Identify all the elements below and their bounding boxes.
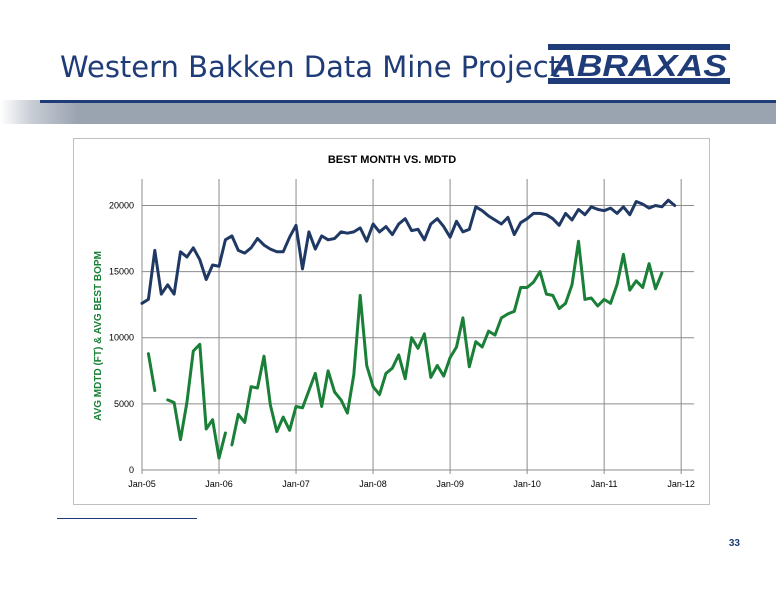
y-tick-label: 20000: [109, 200, 134, 210]
page-number: 33: [728, 538, 740, 549]
series-line-mdtd: [140, 198, 677, 305]
logo-text: ABRAXAS: [550, 48, 728, 83]
x-tick-label: Jan-06: [205, 479, 233, 489]
series-line-bopm: [166, 342, 227, 460]
x-tick-label: Jan-12: [667, 479, 695, 489]
series-line-bopm: [230, 239, 664, 447]
x-tick-label: Jan-07: [282, 479, 310, 489]
x-tick-label: Jan-10: [513, 479, 541, 489]
slide-title: Western Bakken Data Mine Project: [60, 50, 561, 84]
x-tick-label: Jan-05: [128, 479, 156, 489]
x-tick-label: Jan-11: [591, 479, 618, 489]
x-tick-label: Jan-09: [436, 479, 464, 489]
y-tick-label: 0: [129, 465, 134, 475]
grid: [141, 179, 694, 471]
y-axis-label: AVG MDTD (FT) & AVG BEST BOPM: [93, 251, 104, 421]
x-tick-label: Jan-08: [359, 479, 387, 489]
axes: [141, 179, 694, 474]
series-lines: [140, 198, 677, 460]
chart: BEST MONTH VS. MDTD AVG MDTD (FT) & AVG …: [93, 154, 695, 489]
series-line-bopm: [146, 352, 157, 393]
header-band: [0, 100, 776, 124]
footnote-rule: [57, 518, 197, 519]
tick-labels: 0 5000 10000 15000 20000 Jan-05 Jan-06 Jan-07 Ja…: [109, 200, 695, 489]
chart-frame: BEST MONTH VS. MDTD AVG MDTD (FT) & AVG …: [73, 138, 710, 505]
header-band-line: [40, 100, 776, 103]
y-tick-label: 15000: [109, 267, 134, 277]
y-tick-label: 10000: [109, 333, 134, 343]
abraxas-logo: ABRAXAS: [548, 44, 730, 84]
y-tick-label: 5000: [114, 399, 134, 409]
chart-title: BEST MONTH VS. MDTD: [328, 154, 456, 166]
